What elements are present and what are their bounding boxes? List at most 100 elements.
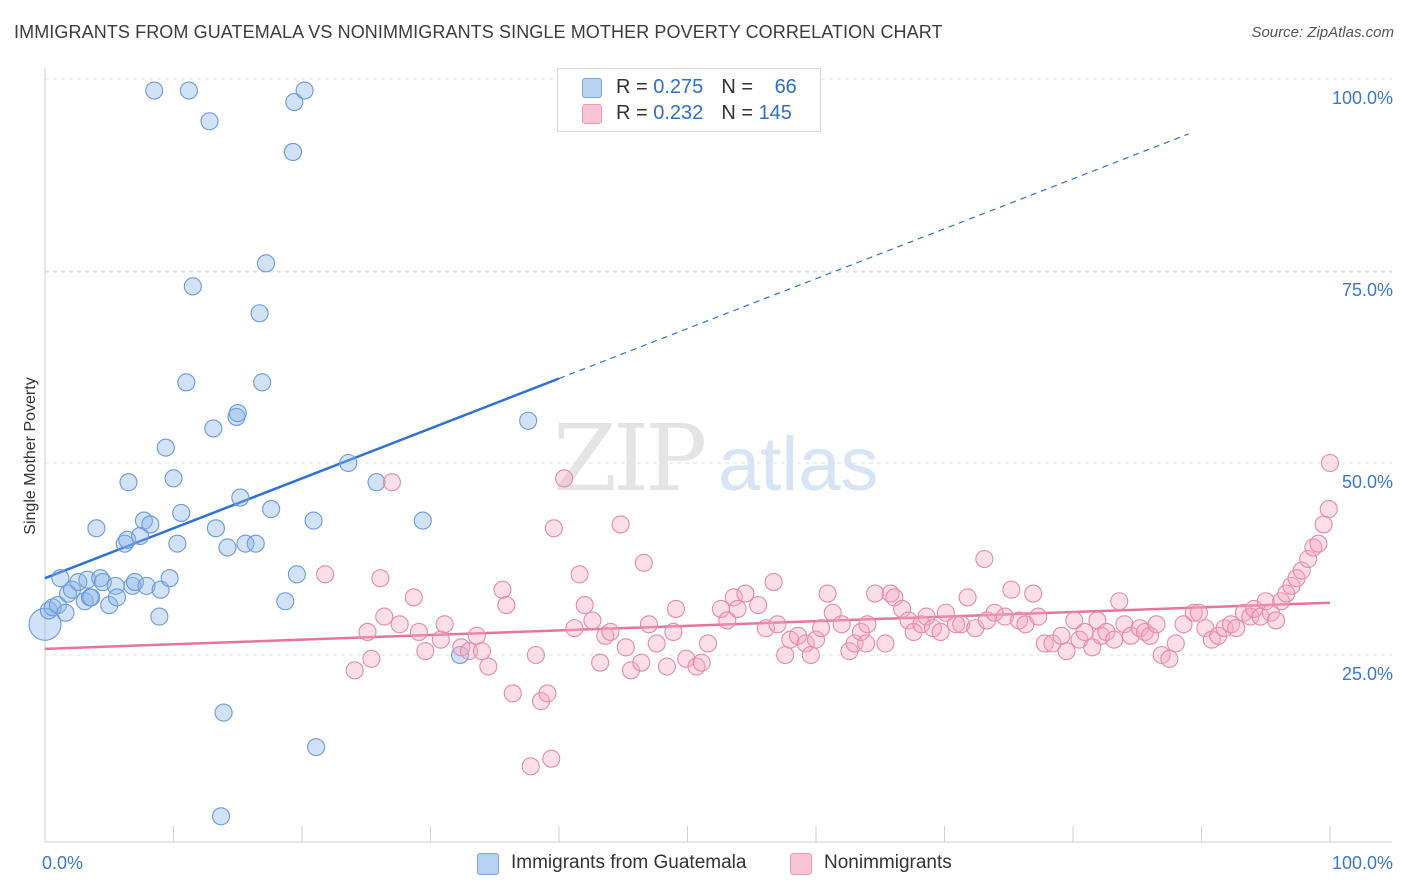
data-point [699,634,718,653]
data-point [168,534,187,553]
data-point [542,749,561,768]
data-point [565,619,584,638]
data-point [1110,592,1129,611]
data-point [1057,642,1076,661]
data-point [893,599,912,618]
data-point [87,519,106,538]
data-point [526,645,545,665]
trend-lines [44,133,1331,651]
data-point [1075,622,1094,642]
data-point [601,622,620,642]
data-point [307,738,326,757]
data-point [975,549,994,569]
data-point [764,572,783,592]
series-legend: Immigrants from Guatemala Nonimmigrants [0,852,1406,878]
data-point [621,661,641,680]
data-point [1160,649,1179,668]
data-point [367,473,386,492]
data-point [1314,515,1333,534]
data-point [51,569,70,588]
data-point [409,622,428,642]
data-point [204,419,223,438]
data-point [1320,453,1340,473]
data-point [131,526,150,546]
data-point [647,634,666,653]
data-point [1097,622,1116,642]
data-point [451,645,470,665]
data-point [206,519,225,538]
data-point [177,373,196,392]
trend-line-nonimmigrants [44,601,1331,651]
data-point [82,588,101,607]
data-point [1292,561,1311,580]
data-point [1105,630,1124,649]
tick-labels: 25.0% 50.0% 75.0% 100.0% 0.0% 100.0% [42,88,1393,873]
data-point [858,615,877,634]
source-credit: Source: ZipAtlas.com [1251,24,1394,41]
data-point [231,488,250,507]
data-point [345,661,364,680]
series-swatch-nonimmigrants [790,853,812,875]
data-point [917,607,936,626]
data-point [262,500,281,519]
data-point [851,622,871,642]
x-tick-label-1: 100.0% [1332,853,1393,873]
axes [44,68,1392,843]
series-1-points [316,453,1340,776]
legend-swatch-guatemala [582,78,602,98]
data-point [164,469,183,488]
data-point [276,592,295,611]
data-point [358,622,377,642]
trend-line-guatemala-solid [44,377,560,580]
data-point [416,642,435,661]
data-point [616,638,635,657]
legend-swatch-nonimmigrants [582,104,602,124]
data-point [952,615,971,634]
data-point [575,596,594,615]
data-point [531,692,551,711]
data-points [28,81,1340,826]
data-point [1309,534,1328,553]
data-point [156,438,175,457]
data-point [947,615,966,634]
data-point [1024,584,1043,603]
data-point [1166,634,1185,653]
data-point [250,304,269,323]
data-point [544,519,563,538]
data-point [172,503,191,522]
data-point [591,653,610,672]
data-point [692,653,711,672]
series-swatch-guatemala [477,853,499,875]
data-point [236,534,255,553]
data-point [1029,607,1048,626]
data-point [472,642,491,661]
data-point [866,584,885,603]
trend-line-guatemala-dashed [558,133,1189,380]
data-point [666,599,685,618]
data-point [634,553,653,572]
grid-lines [45,78,1392,656]
data-point [435,615,454,634]
y-tick-label-0: 25.0% [1342,664,1393,684]
data-point [1065,611,1084,630]
data-point [718,611,737,630]
data-point [214,703,233,722]
data-point [1115,615,1134,634]
data-point [183,277,202,296]
y-axis-label: Single Mother Poverty [22,377,39,534]
data-point [724,588,743,607]
data-point [211,807,231,826]
data-point [200,112,219,131]
data-point [48,596,67,615]
data-point [801,645,820,665]
series-0-points [28,81,538,826]
data-point [503,684,522,703]
y-tick-label-2: 75.0% [1342,280,1393,300]
data-point [371,569,390,588]
data-point [145,81,164,100]
data-point [677,649,696,668]
data-point [1266,611,1286,630]
data-point [931,622,950,642]
correlation-legend: R = 0.275 N = 66 R = 0.232 N = 145 [557,68,821,132]
data-point [756,619,775,638]
